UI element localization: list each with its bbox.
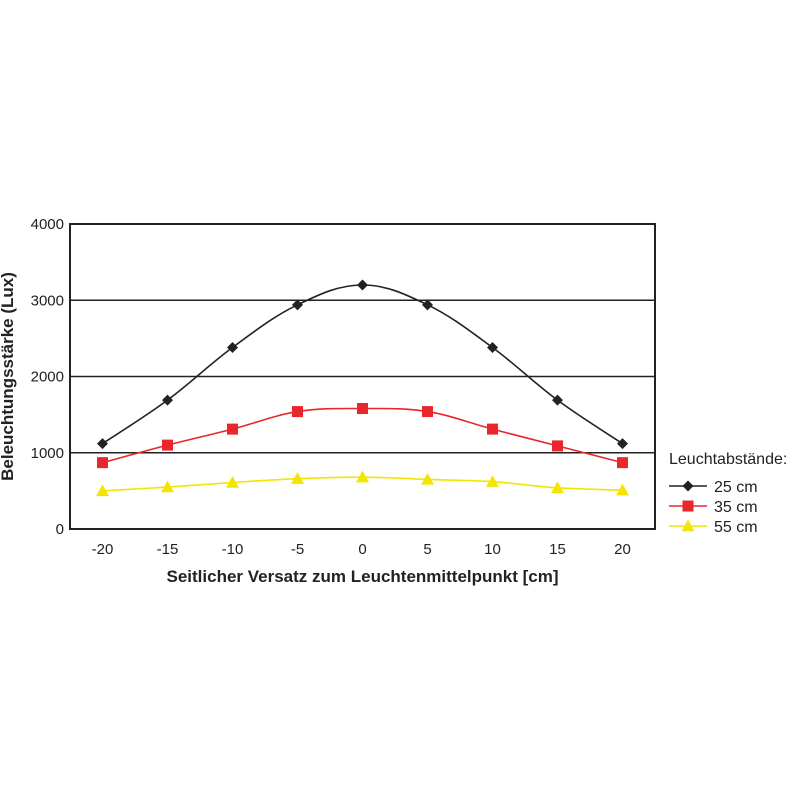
data-point xyxy=(357,403,368,415)
x-tick-label: 5 xyxy=(423,541,431,558)
series-lines xyxy=(96,279,629,497)
data-point xyxy=(227,342,238,354)
legend-label: 55 cm xyxy=(714,519,758,536)
y-tick-label: 1000 xyxy=(31,445,64,462)
y-axis-title: Beleuchtungsstärke (Lux) xyxy=(0,272,17,481)
x-tick-label: 20 xyxy=(614,541,631,558)
data-point xyxy=(97,438,108,450)
data-point xyxy=(617,438,628,450)
data-point xyxy=(487,423,498,435)
legend-marker xyxy=(682,500,694,512)
legend-entry-25-cm: 25 cm xyxy=(669,479,758,496)
data-point xyxy=(616,483,629,496)
data-point xyxy=(357,279,368,291)
plot-frame xyxy=(69,223,656,530)
legend-marker xyxy=(682,480,694,492)
series-35-cm xyxy=(97,403,628,469)
legend-label: 35 cm xyxy=(714,499,758,516)
x-axis-title: Seitlicher Versatz zum Leuchtenmittelpun… xyxy=(166,567,558,586)
data-point xyxy=(226,475,239,488)
y-tick-label: 0 xyxy=(56,521,64,538)
data-point xyxy=(161,480,174,493)
legend-marker xyxy=(681,519,695,532)
data-point xyxy=(96,484,109,497)
data-point xyxy=(552,394,563,406)
y-tick-label: 3000 xyxy=(31,292,64,309)
legend-label: 25 cm xyxy=(714,479,758,496)
x-tick-label: -10 xyxy=(222,541,244,558)
data-point xyxy=(422,406,433,418)
axis-ticks: 0 1000 2000 3000 4000 -20 -15 -10 -5 0 5 10 15 20 xyxy=(31,216,631,558)
grid-lines xyxy=(70,299,655,454)
data-point xyxy=(292,299,303,311)
data-point xyxy=(422,299,433,311)
data-point xyxy=(356,470,369,483)
legend-title: Leuchtabstände: xyxy=(669,451,787,468)
legend: Leuchtabstände: 25 cm 35 cm 55 cm xyxy=(669,451,787,536)
data-point xyxy=(421,472,434,485)
series-line-25-cm xyxy=(102,284,623,445)
data-point xyxy=(292,406,303,418)
series-25-cm xyxy=(97,279,628,450)
data-point xyxy=(291,472,304,484)
data-point xyxy=(551,481,564,494)
x-tick-label: 10 xyxy=(484,541,501,558)
data-point xyxy=(617,457,628,469)
data-point xyxy=(487,342,498,354)
data-point xyxy=(227,423,238,435)
x-tick-label: -5 xyxy=(291,541,304,558)
x-tick-label: -20 xyxy=(92,541,114,558)
x-tick-label: -15 xyxy=(157,541,179,558)
x-tick-label: 15 xyxy=(549,541,566,558)
x-tick-label: 0 xyxy=(358,541,366,558)
data-point xyxy=(552,440,563,452)
data-point xyxy=(162,439,173,451)
data-point xyxy=(97,457,108,469)
y-tick-label: 4000 xyxy=(31,216,64,233)
legend-entry-55-cm: 55 cm xyxy=(669,519,758,536)
legend-entry-35-cm: 35 cm xyxy=(669,499,758,516)
data-point xyxy=(162,394,173,406)
series-line-35-cm xyxy=(102,407,623,464)
y-tick-label: 2000 xyxy=(31,369,64,386)
data-point xyxy=(486,475,499,487)
series-55-cm xyxy=(96,470,629,497)
